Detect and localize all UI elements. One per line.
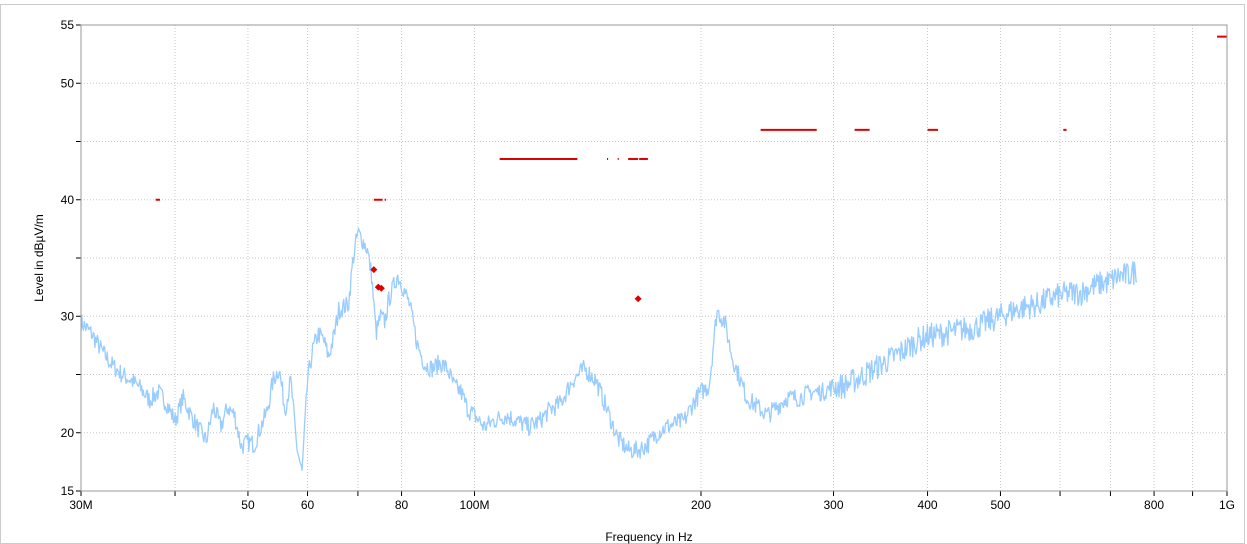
x-tick-label: 500 — [990, 498, 1010, 512]
x-tick-label: 30M — [69, 498, 92, 512]
x-tick-label: 800 — [1144, 498, 1164, 512]
x-tick-label: 400 — [918, 498, 938, 512]
x-axis-title: Frequency in Hz — [605, 530, 692, 544]
x-tick-label: 200 — [691, 498, 711, 512]
x-tick-label: 60 — [301, 498, 315, 512]
y-axis-title: Level in dBµV/m — [32, 214, 46, 302]
x-tick-label: 300 — [824, 498, 844, 512]
y-tick-label: 15 — [61, 484, 75, 498]
axis-ticks: 15 20 30 40 50 55 30M 50 60 80 100M 200 300 400 500 800… — [61, 18, 1235, 512]
y-tick-label: 30 — [61, 309, 75, 323]
x-tick-label: 50 — [241, 498, 255, 512]
peak-marker — [634, 295, 642, 303]
peak-marker — [377, 284, 385, 292]
peak-marker — [370, 266, 378, 274]
y-tick-label: 55 — [61, 18, 75, 32]
plot-border — [80, 24, 1228, 492]
chart-frame — [0, 4, 1245, 544]
x-tick-label: 100M — [459, 498, 489, 512]
y-tick-label: 40 — [61, 193, 75, 207]
y-tick-label: 20 — [61, 426, 75, 440]
measurement-trace — [80, 227, 1138, 471]
x-tick-label: 80 — [395, 498, 409, 512]
plot-area — [80, 35, 1227, 471]
y-tick-label: 50 — [61, 76, 75, 90]
x-tick-label: 1G — [1219, 498, 1235, 512]
